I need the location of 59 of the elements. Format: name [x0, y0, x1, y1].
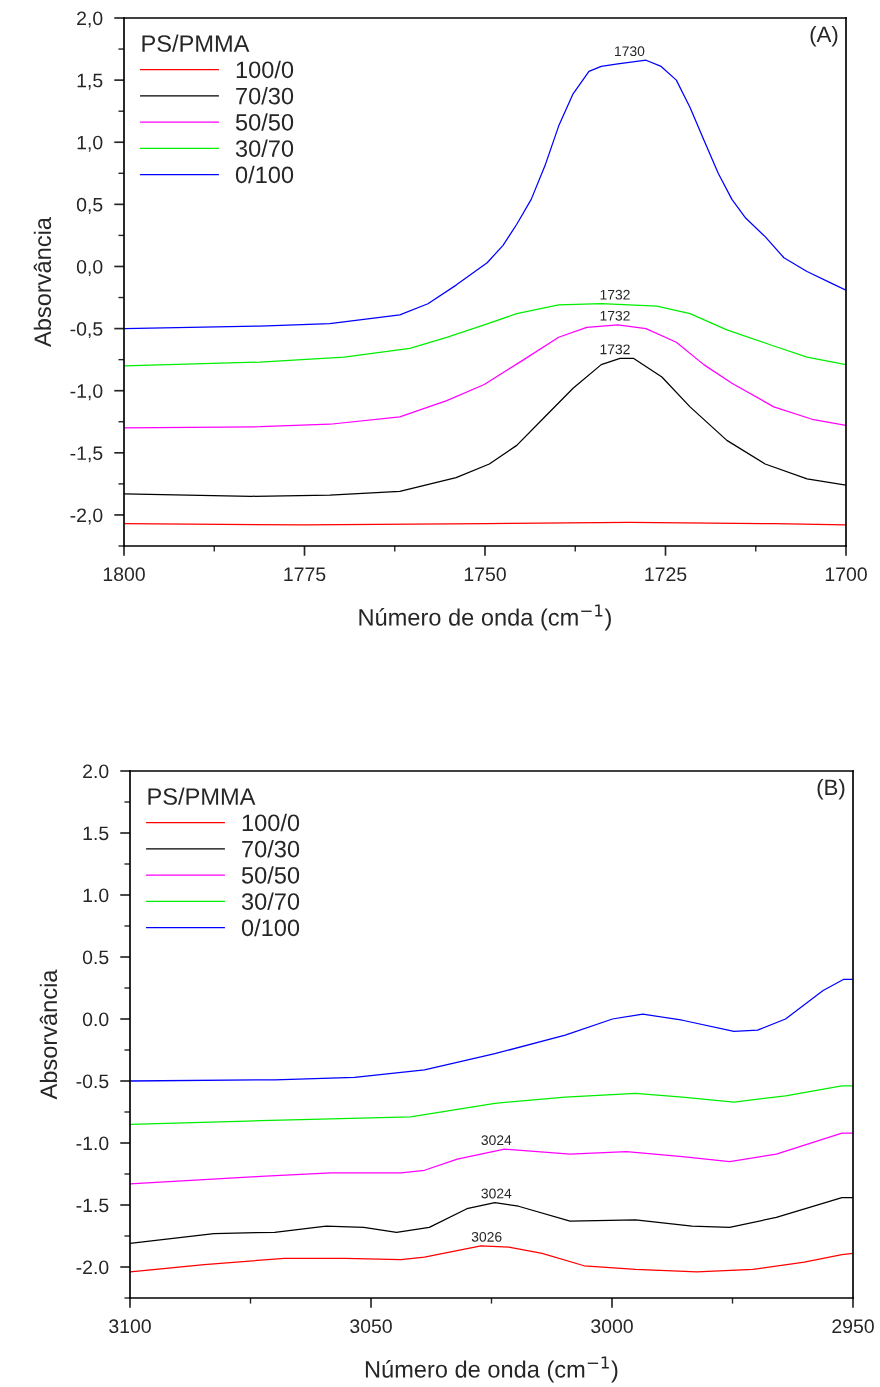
x-tick-label: 1800	[103, 567, 145, 582]
x-tick-label: 1775	[284, 567, 326, 582]
line-series	[130, 1245, 853, 1273]
y-tick-label: 2.0	[83, 764, 109, 779]
legend-label: 100/0	[236, 60, 294, 79]
annotation: 1732	[600, 289, 630, 300]
x-tick-label: 3000	[591, 1319, 633, 1334]
legend-title: PS/PMMA	[142, 34, 250, 52]
y-tick-label: -0,5	[70, 322, 103, 339]
annotation: 3026	[471, 1231, 502, 1242]
legend-label: 30/70	[235, 139, 294, 157]
legend-label: 0/100	[241, 918, 300, 937]
legend-label: 30/70	[241, 892, 300, 910]
y-tick-label: 0,5	[76, 197, 103, 214]
x-tick-label: 2950	[832, 1319, 874, 1334]
y-tick-label: 0,0	[76, 259, 103, 276]
line-series	[130, 1132, 853, 1185]
y-tick-label: 1,5	[77, 73, 103, 90]
line-series	[124, 303, 846, 367]
y-tick-label: -2.0	[76, 1260, 109, 1275]
x-tick-label: 3050	[350, 1319, 392, 1334]
annotation: (A)	[810, 25, 838, 47]
legend-label: 50/50	[241, 866, 300, 884]
annotation: 3024	[481, 1188, 512, 1199]
x-axis-title: Número de onda (cm$^{−1}$)	[365, 1356, 618, 1383]
annotation: 1732	[600, 344, 630, 355]
legend-label: 70/30	[236, 87, 294, 105]
line-series	[124, 59, 846, 330]
legend-label: 0/100	[235, 165, 294, 184]
y-tick-label: -0.5	[76, 1074, 109, 1089]
y-tick-label: 1.0	[83, 888, 109, 903]
y-tick-label: 1.5	[83, 826, 109, 841]
y-tick-label: 0.5	[82, 950, 109, 965]
annotation: 3024	[481, 1135, 512, 1146]
x-tick-label: 1700	[825, 567, 867, 582]
y-tick-label: -1.5	[76, 1198, 109, 1213]
x-tick-label: 1750	[464, 567, 506, 582]
annotation: 1732	[600, 310, 630, 321]
y-axis-title: Absorvância	[33, 217, 52, 347]
x-tick-label: 3100	[109, 1319, 151, 1334]
y-tick-label: 1,0	[77, 135, 103, 152]
legend-label: 50/50	[235, 113, 294, 131]
y-tick-label: -1,0	[70, 384, 103, 401]
y-tick-label: 0.0	[82, 1012, 109, 1027]
line-series	[130, 978, 853, 1082]
legend-title: PS/PMMA	[148, 787, 256, 805]
y-axis-title: Absorvância	[39, 969, 58, 1100]
x-tick-label: 1725	[645, 567, 687, 582]
y-tick-label: -1.0	[76, 1136, 109, 1151]
y-tick-label: -2,0	[70, 508, 103, 525]
line-series	[130, 1085, 853, 1126]
y-tick-label: 2,0	[77, 11, 103, 28]
line-series	[124, 324, 846, 429]
legend-label: 100/0	[242, 813, 300, 832]
annotation: (B)	[817, 778, 845, 800]
annotation: 1730	[615, 46, 645, 57]
legend-label: 70/30	[242, 840, 300, 858]
y-tick-label: -1,5	[70, 446, 103, 463]
x-axis-title: Número de onda (cm$^{−1}$)	[359, 604, 611, 631]
